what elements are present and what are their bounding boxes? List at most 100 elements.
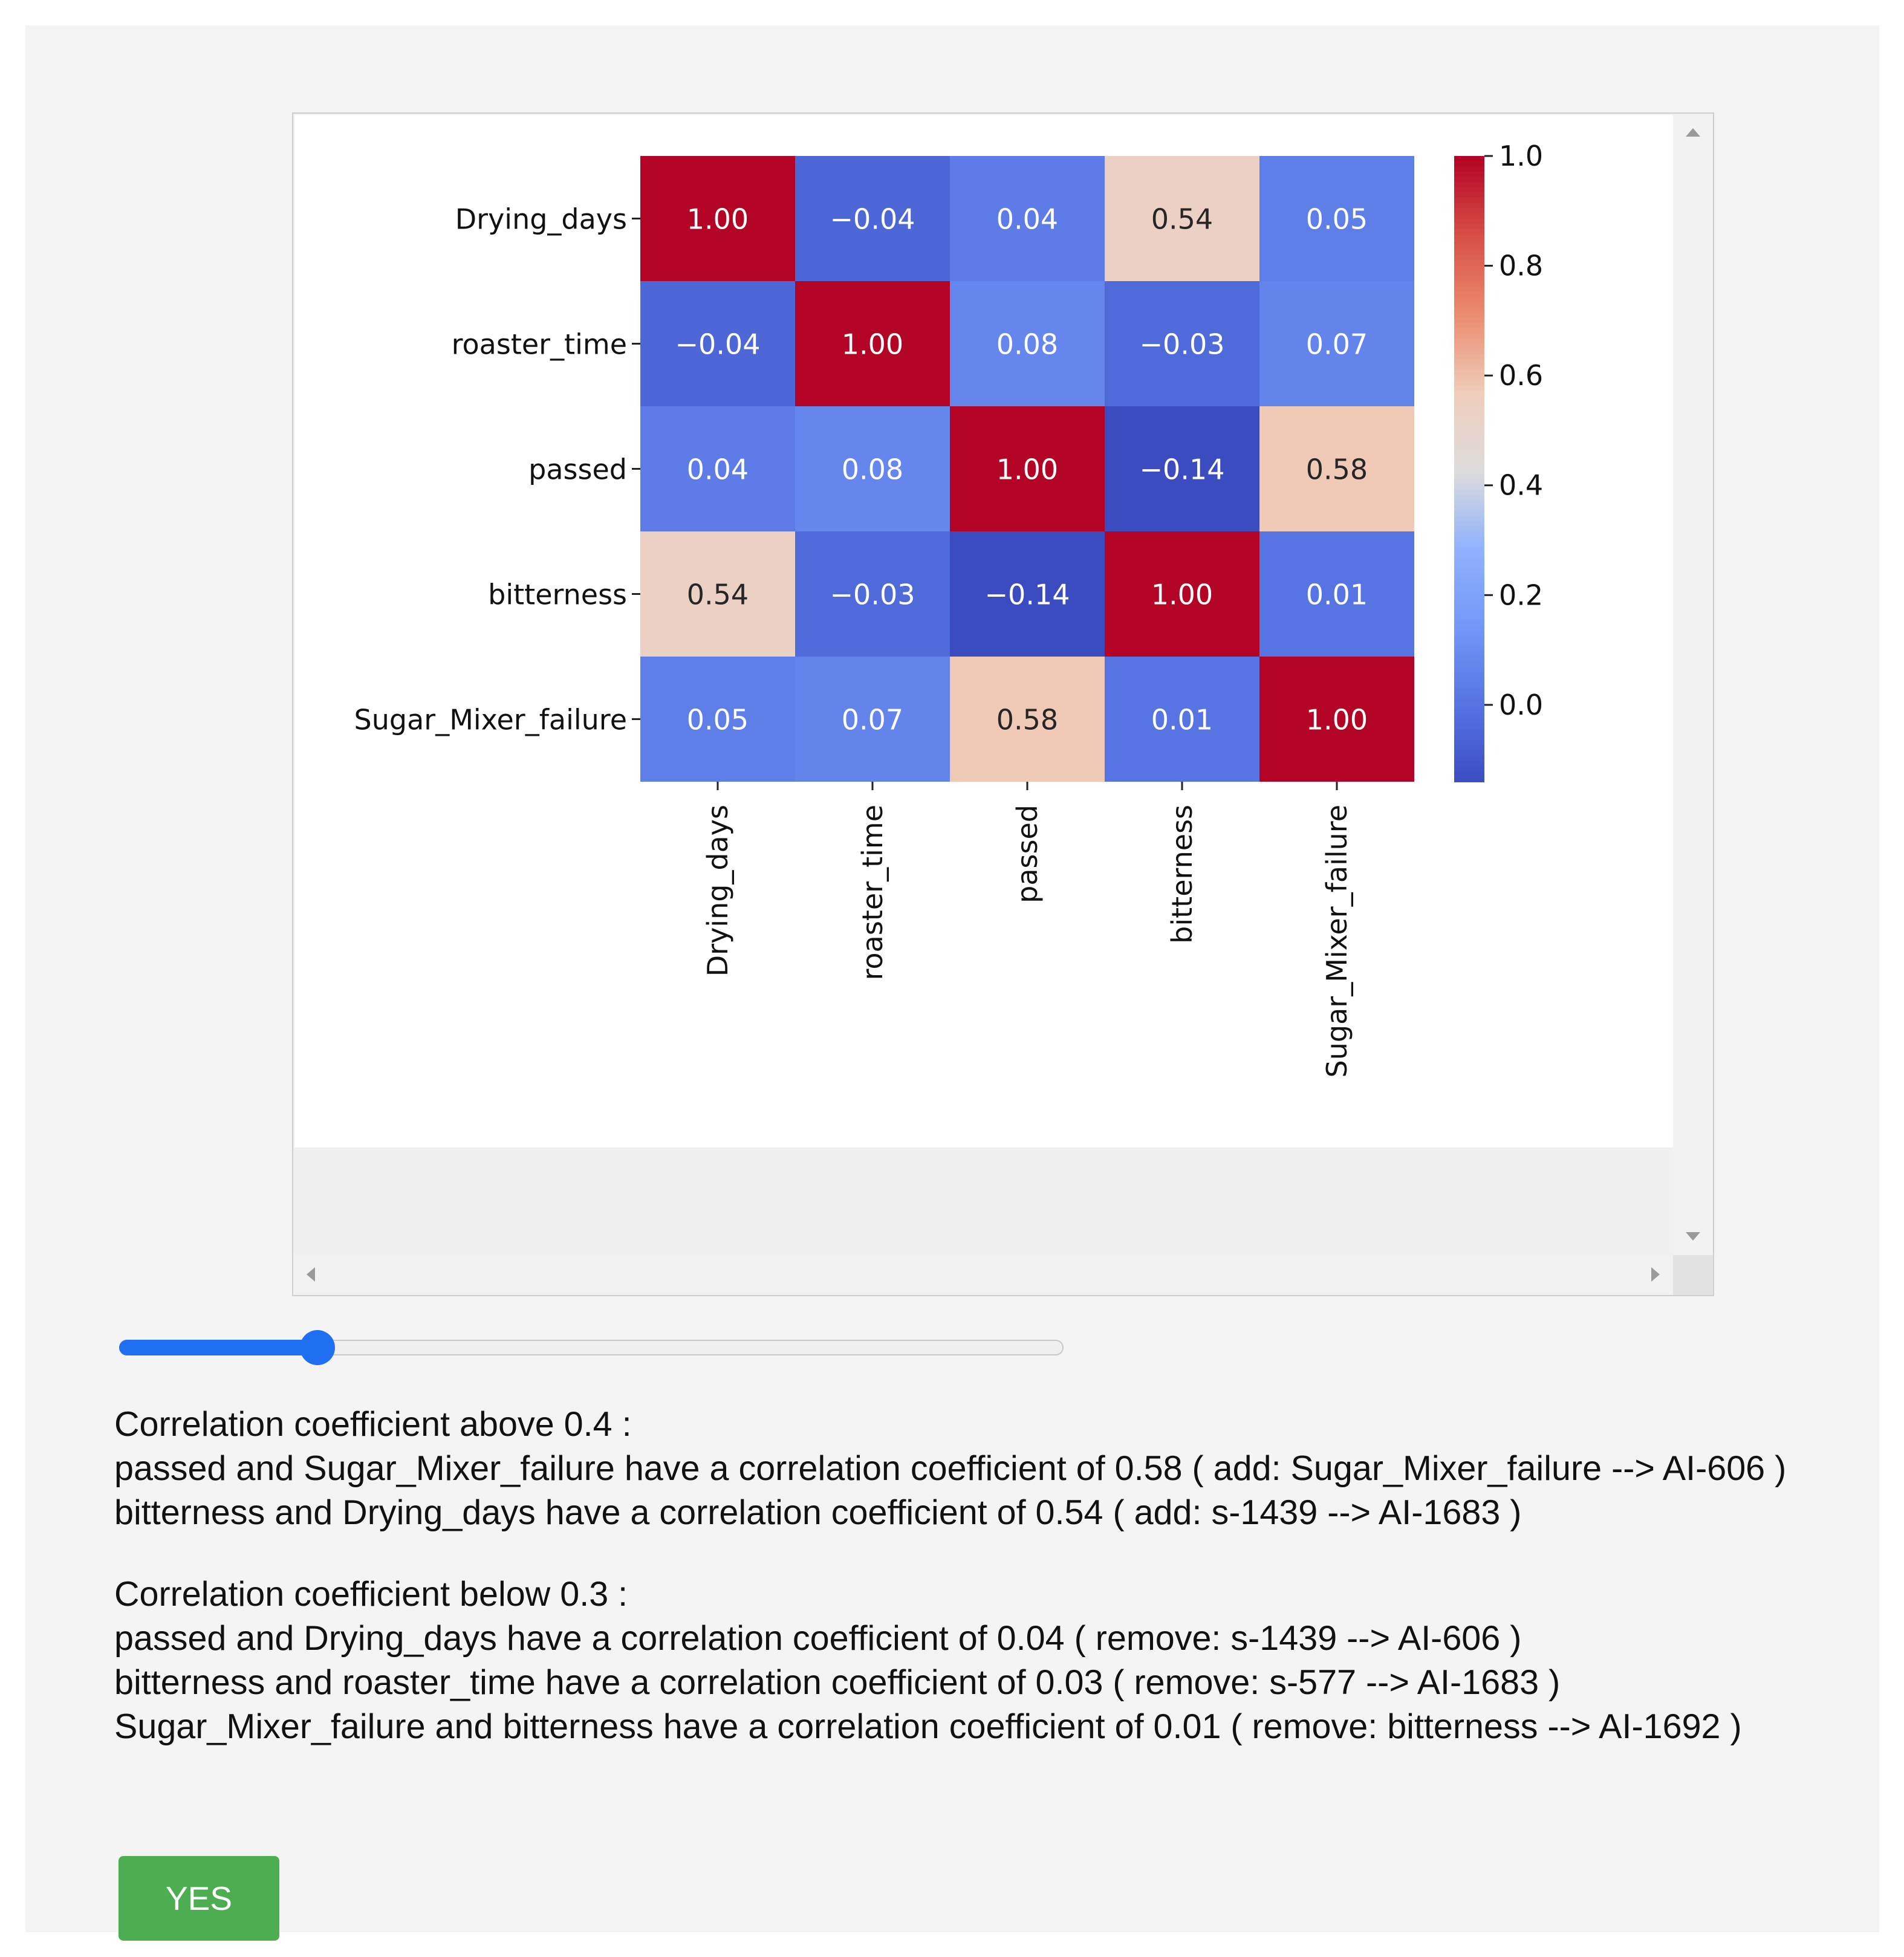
colorbar-segment (1454, 469, 1484, 475)
colorbar-segment (1454, 323, 1484, 329)
colorbar-segment (1454, 557, 1484, 563)
colorbar-segment (1454, 740, 1484, 746)
cell-value-label: 0.07 (842, 704, 903, 736)
colorbar-segment (1454, 281, 1484, 287)
colorbar-segment (1454, 443, 1484, 449)
colorbar-segment (1454, 599, 1484, 605)
colorbar-segment (1454, 641, 1484, 647)
colorbar-segment (1454, 516, 1484, 522)
colorbar-segment (1454, 677, 1484, 684)
colorbar-segment (1454, 615, 1484, 621)
colorbar-segment (1454, 171, 1484, 178)
colorbar-segment (1454, 385, 1484, 392)
cell-value-label: 0.08 (842, 453, 903, 486)
colorbar-segment (1454, 573, 1484, 579)
cell-value-label: 0.58 (996, 704, 1058, 736)
colorbar-segment (1454, 270, 1484, 277)
colorbar-segment (1454, 208, 1484, 214)
cell-value-label: 0.05 (687, 704, 749, 736)
colorbar-segment (1454, 745, 1484, 751)
colorbar-segment (1454, 542, 1484, 548)
colorbar-segment (1454, 703, 1484, 710)
cell-value-label: 0.07 (1306, 328, 1368, 361)
heatmap-cell (795, 657, 950, 782)
colorbar-segment (1454, 547, 1484, 553)
colorbar-segment (1454, 437, 1484, 444)
yes-button[interactable]: YES (119, 1856, 279, 1941)
colorbar-segment (1454, 427, 1484, 433)
colorbar-segment (1454, 166, 1484, 172)
colorbar-segment (1454, 755, 1484, 762)
vertical-scrollbar[interactable] (1673, 114, 1713, 1255)
colorbar-segment (1454, 192, 1484, 198)
cell-value-label: 0.04 (996, 203, 1058, 236)
colorbar-segment (1454, 224, 1484, 230)
colorbar-segment (1454, 406, 1484, 412)
colorbar-segment (1454, 276, 1484, 282)
heatmap-cell (640, 406, 795, 531)
chevron-down-icon[interactable] (1686, 1232, 1700, 1241)
cell-value-label: −0.03 (830, 579, 915, 611)
colorbar-segment (1454, 531, 1484, 537)
plot-area: 1.00 −0.04 0.04 0.54 0.05 −0.04 1.00 0.08 −0.03 0… (294, 115, 1674, 1147)
colorbar-segment (1454, 735, 1484, 741)
colorbar-segment (1454, 651, 1484, 657)
threshold-slider[interactable] (119, 1326, 1064, 1369)
colorbar-segment (1454, 709, 1484, 715)
colorbar-segment (1454, 661, 1484, 668)
cell-value-label: 0.54 (687, 579, 749, 611)
colorbar-segment (1454, 338, 1484, 345)
below-threshold-line: Sugar_Mixer_failure and bitterness have … (114, 1707, 1742, 1746)
colorbar-segment (1454, 657, 1484, 663)
cell-value-label: 0.04 (687, 453, 749, 486)
colorbar-tick-label: 0.4 (1499, 469, 1543, 502)
colorbar-segment (1454, 776, 1484, 782)
colorbar-segment (1454, 417, 1484, 423)
colorbar-segment (1454, 474, 1484, 480)
cell-value-label: 1.00 (842, 328, 903, 361)
colorbar-segment (1454, 635, 1484, 642)
colorbar-segment (1454, 234, 1484, 240)
colorbar-tick-label: 0.2 (1499, 579, 1543, 611)
colorbar-segment (1454, 568, 1484, 574)
cell-value-label: 1.00 (687, 203, 749, 236)
below-threshold-header: Correlation coefficient below 0.3 : (114, 1575, 628, 1614)
chevron-right-icon[interactable] (1651, 1267, 1660, 1282)
colorbar-segment (1454, 683, 1484, 689)
heatmap-cell (795, 531, 950, 657)
colorbar-segment (1454, 177, 1484, 183)
colorbar-segment (1454, 218, 1484, 225)
colorbar-segment (1454, 458, 1484, 464)
y-tick-label: Sugar_Mixer_failure (354, 704, 627, 736)
colorbar-segment (1454, 395, 1484, 402)
heatmap-cell (1259, 281, 1414, 406)
colorbar-segment (1454, 672, 1484, 678)
colorbar-segment (1454, 229, 1484, 235)
above-threshold-line: bitterness and Drying_days have a correl… (114, 1493, 1522, 1532)
cell-value-label: 1.00 (1151, 579, 1213, 611)
horizontal-scrollbar[interactable] (293, 1255, 1673, 1295)
colorbar-segment (1454, 646, 1484, 652)
plot-viewer[interactable]: 1.00 −0.04 0.04 0.54 0.05 −0.04 1.00 0.08 −0.03 0… (292, 112, 1714, 1296)
cell-value-label: 1.00 (1306, 704, 1368, 736)
colorbar-segment (1454, 625, 1484, 631)
heatmap-cell (1259, 657, 1414, 782)
heatmap-cell (1259, 156, 1414, 281)
above-threshold-header: Correlation coefficient above 0.4 : (114, 1405, 632, 1444)
heatmap-cell (640, 156, 795, 281)
colorbar-segment (1454, 761, 1484, 767)
cell-value-label: −0.04 (675, 328, 761, 361)
colorbar-segment (1454, 630, 1484, 637)
chevron-up-icon[interactable] (1686, 128, 1700, 137)
colorbar-segment (1454, 667, 1484, 673)
slider-thumb[interactable] (300, 1330, 336, 1365)
colorbar-segment (1454, 771, 1484, 777)
x-tick-label: Drying_days (701, 805, 734, 976)
x-tick-label: passed (1011, 805, 1044, 903)
colorbar-segment (1454, 453, 1484, 459)
chevron-left-icon[interactable] (307, 1267, 315, 1282)
y-tick-label: bitterness (488, 579, 627, 611)
colorbar-segment (1454, 604, 1484, 611)
colorbar-segment (1454, 198, 1484, 204)
heatmap-cell (640, 531, 795, 657)
